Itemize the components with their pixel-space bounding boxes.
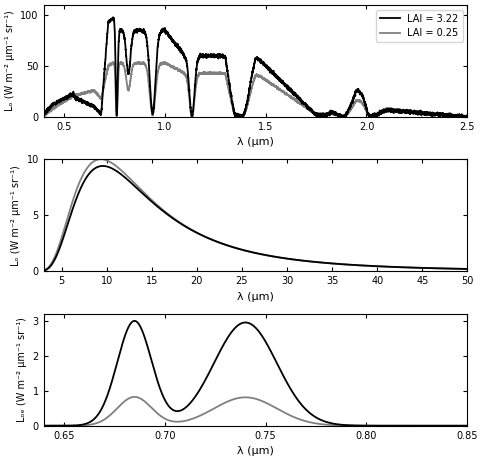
Y-axis label: Lₒₑ (W m⁻² μm⁻¹ sr⁻¹): Lₒₑ (W m⁻² μm⁻¹ sr⁻¹) bbox=[17, 317, 27, 422]
X-axis label: λ (μm): λ (μm) bbox=[237, 446, 274, 456]
X-axis label: λ (μm): λ (μm) bbox=[237, 137, 274, 148]
Legend: LAI = 3.22, LAI = 0.25: LAI = 3.22, LAI = 0.25 bbox=[376, 10, 463, 42]
X-axis label: λ (μm): λ (μm) bbox=[237, 292, 274, 302]
Y-axis label: Lₒ (W m⁻² μm⁻¹ sr⁻¹): Lₒ (W m⁻² μm⁻¹ sr⁻¹) bbox=[5, 11, 15, 111]
Y-axis label: Lₒ (W m⁻² μm⁻¹ sr⁻¹): Lₒ (W m⁻² μm⁻¹ sr⁻¹) bbox=[11, 165, 21, 266]
